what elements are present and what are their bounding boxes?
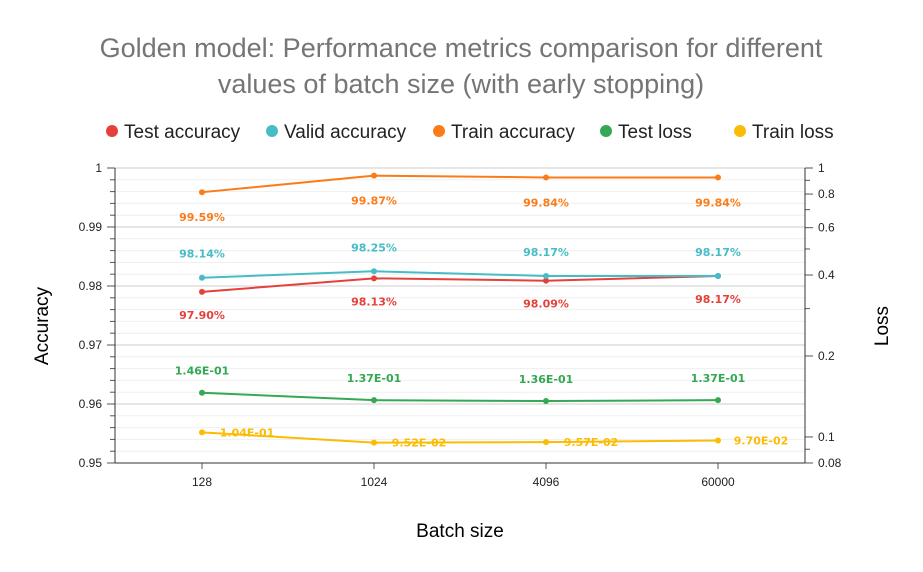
data-point — [715, 174, 721, 181]
legend-item-train-accuracy: Train accuracy — [433, 122, 575, 143]
y-right-tick-label: 0.8 — [818, 187, 835, 201]
y-right-tick-label: 0.6 — [818, 221, 835, 235]
x-tick-label: 128 — [192, 475, 212, 489]
data-label: 98.14% — [179, 248, 225, 261]
series-train-loss — [199, 429, 721, 446]
data-label: 99.84% — [695, 196, 741, 209]
data-point — [715, 272, 721, 279]
y-left-tick-label: 0.99 — [79, 220, 103, 234]
legend-item-valid-accuracy: Valid accuracy — [266, 122, 407, 143]
series-valid-accuracy — [199, 268, 721, 281]
data-label: 1.36E-01 — [519, 373, 574, 386]
data-label: 98.17% — [695, 293, 741, 306]
series-line — [201, 270, 718, 279]
data-label: 98.13% — [351, 295, 397, 308]
data-point — [715, 397, 721, 404]
y-axis-right-title: Loss — [872, 306, 893, 346]
data-point — [199, 189, 205, 196]
y-left-tick-label: 0.97 — [79, 338, 103, 352]
data-labels: 97.90% 98.13% 98.09% 98.17% 98.14% 98.25% 98.1… — [175, 195, 789, 450]
legend-label: Train loss — [752, 122, 834, 143]
chart-title-line-2: values of batch size (with early stoppin… — [218, 69, 704, 99]
data-point — [199, 274, 205, 281]
series-lines — [199, 172, 721, 446]
data-label: 9.52E-02 — [392, 437, 447, 450]
y-right-tick-label: 0.1 — [818, 430, 835, 444]
y-left-tick-label: 1 — [95, 161, 102, 175]
chart-title: Golden model: Performance metrics compar… — [100, 33, 823, 99]
series-test-loss — [199, 389, 721, 405]
y-right-tick-label: 0.08 — [818, 456, 842, 470]
series-line — [201, 174, 718, 194]
data-label: 99.59% — [179, 211, 225, 224]
y-right-tick-label: 1 — [818, 161, 825, 175]
y-right-tick-label: 0.2 — [818, 349, 835, 363]
y-left-tick-label: 0.96 — [79, 397, 103, 411]
legend-label: Test loss — [618, 122, 692, 143]
chart-title-line-1: Golden model: Performance metrics compar… — [100, 33, 823, 63]
data-point — [371, 439, 377, 446]
legend-label: Train accuracy — [451, 122, 575, 143]
data-point — [715, 437, 721, 444]
legend-marker — [734, 125, 746, 137]
data-point — [371, 275, 377, 282]
legend-marker — [433, 125, 445, 137]
y-axis-left-title: Accuracy — [32, 286, 53, 365]
series-train-accuracy — [199, 172, 721, 196]
data-label: 98.17% — [523, 246, 569, 259]
legend-marker — [106, 125, 118, 137]
legend-item-test-loss: Test loss — [600, 122, 692, 143]
data-point — [371, 268, 377, 275]
y-left-tick-label: 0.98 — [79, 279, 103, 293]
data-label: 9.70E-02 — [734, 434, 789, 447]
series-line — [201, 391, 719, 403]
series-line — [201, 274, 719, 293]
data-point — [199, 288, 205, 295]
gridlines — [115, 167, 805, 464]
data-label: 1.04E-01 — [220, 426, 275, 439]
data-point — [199, 389, 205, 396]
x-tick-label: 4096 — [533, 475, 560, 489]
x-tick-label: 1024 — [361, 475, 388, 489]
data-point — [543, 277, 549, 284]
x-tick-label: 60000 — [701, 475, 735, 489]
data-point — [543, 439, 549, 446]
legend-item-test-accuracy: Test accuracy — [106, 122, 241, 143]
data-label: 1.37E-01 — [691, 372, 746, 385]
x-axis-title: Batch size — [416, 521, 504, 542]
data-point — [543, 174, 549, 181]
legend-item-train-loss: Train loss — [734, 122, 834, 143]
data-label: 98.25% — [351, 241, 397, 254]
axes: 0.95 0.96 0.97 0.98 0.99 1 0.08 0.1 0.2 0.4 0.6 0.8… — [79, 161, 842, 489]
data-point — [543, 272, 549, 279]
data-label: 98.17% — [695, 246, 741, 259]
y-left-tick-label: 0.95 — [79, 456, 103, 470]
data-point — [371, 172, 377, 179]
data-label: 99.87% — [351, 195, 397, 208]
legend-label: Valid accuracy — [284, 122, 407, 143]
data-label: 1.37E-01 — [347, 372, 402, 385]
data-label: 97.90% — [179, 309, 225, 322]
data-point — [543, 398, 549, 405]
legend-label: Test accuracy — [124, 122, 241, 143]
legend-marker — [600, 125, 612, 137]
series-line — [201, 431, 719, 444]
legend-marker — [266, 125, 278, 137]
data-label: 99.84% — [523, 196, 569, 209]
data-point — [199, 429, 205, 436]
data-label: 1.46E-01 — [175, 365, 230, 378]
legend: Test accuracy Valid accuracy Train accurac… — [106, 122, 834, 143]
data-label: 98.09% — [523, 298, 569, 311]
data-label: 9.57E-02 — [564, 436, 619, 449]
data-point — [371, 397, 377, 404]
y-right-tick-label: 0.4 — [818, 268, 835, 282]
